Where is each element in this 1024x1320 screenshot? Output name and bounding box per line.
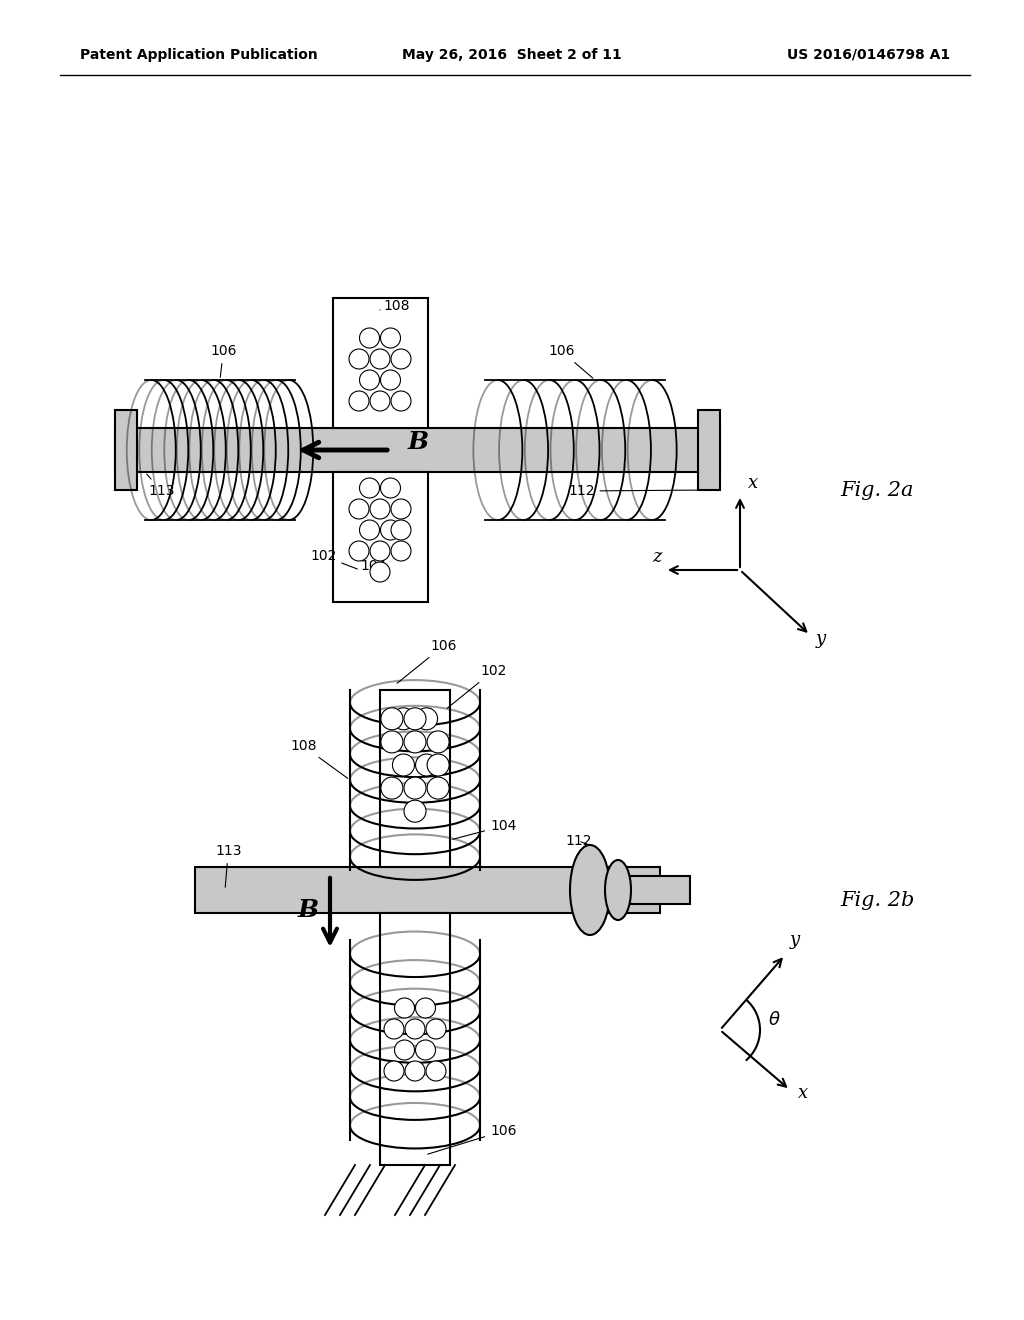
Text: Patent Application Publication: Patent Application Publication bbox=[80, 48, 317, 62]
Text: US 2016/0146798 A1: US 2016/0146798 A1 bbox=[786, 48, 950, 62]
Circle shape bbox=[394, 1040, 415, 1060]
Circle shape bbox=[370, 541, 390, 561]
Text: 113: 113 bbox=[146, 474, 174, 498]
Bar bbox=[698, 411, 720, 490]
Ellipse shape bbox=[570, 845, 610, 935]
Text: 106: 106 bbox=[210, 345, 237, 378]
Text: y: y bbox=[790, 931, 800, 949]
Text: 102: 102 bbox=[447, 664, 507, 709]
Circle shape bbox=[391, 391, 411, 411]
Ellipse shape bbox=[605, 861, 631, 920]
Bar bbox=[115, 411, 137, 490]
Circle shape bbox=[426, 1019, 446, 1039]
Circle shape bbox=[370, 391, 390, 411]
Text: 104: 104 bbox=[453, 818, 516, 840]
Circle shape bbox=[381, 777, 402, 799]
Circle shape bbox=[370, 562, 390, 582]
Bar bbox=[380, 690, 450, 867]
Text: 106: 106 bbox=[548, 345, 593, 379]
Circle shape bbox=[349, 499, 369, 519]
Circle shape bbox=[406, 1061, 425, 1081]
Circle shape bbox=[426, 1061, 446, 1081]
Circle shape bbox=[381, 708, 402, 730]
Text: $\theta$: $\theta$ bbox=[768, 1011, 780, 1030]
Bar bbox=[115, 428, 720, 473]
Circle shape bbox=[381, 520, 400, 540]
Circle shape bbox=[404, 777, 426, 799]
Text: y: y bbox=[816, 630, 826, 648]
Text: 106: 106 bbox=[428, 1125, 516, 1154]
Circle shape bbox=[370, 348, 390, 370]
Circle shape bbox=[381, 370, 400, 389]
Circle shape bbox=[416, 998, 435, 1018]
Text: 108: 108 bbox=[380, 300, 410, 313]
Circle shape bbox=[406, 1019, 425, 1039]
Bar bbox=[195, 867, 660, 913]
Text: 108: 108 bbox=[290, 739, 348, 779]
Circle shape bbox=[349, 541, 369, 561]
Circle shape bbox=[359, 327, 380, 348]
Bar bbox=[380, 913, 450, 1166]
Circle shape bbox=[427, 777, 450, 799]
Circle shape bbox=[391, 520, 411, 540]
Circle shape bbox=[381, 327, 400, 348]
Circle shape bbox=[416, 754, 437, 776]
Circle shape bbox=[394, 998, 415, 1018]
Text: 102: 102 bbox=[310, 549, 357, 569]
Circle shape bbox=[404, 708, 426, 730]
Text: 112: 112 bbox=[568, 484, 708, 498]
Text: x: x bbox=[798, 1084, 808, 1102]
Circle shape bbox=[391, 348, 411, 370]
Text: 112: 112 bbox=[565, 834, 592, 847]
Circle shape bbox=[391, 499, 411, 519]
Circle shape bbox=[391, 541, 411, 561]
Text: x: x bbox=[748, 474, 758, 492]
Circle shape bbox=[416, 1040, 435, 1060]
Circle shape bbox=[381, 731, 402, 752]
Bar bbox=[333, 473, 427, 602]
Text: 104: 104 bbox=[360, 558, 388, 578]
Circle shape bbox=[359, 370, 380, 389]
Text: 106: 106 bbox=[397, 639, 457, 684]
Circle shape bbox=[392, 754, 415, 776]
Text: Fig. 2a: Fig. 2a bbox=[840, 480, 913, 499]
Circle shape bbox=[359, 520, 380, 540]
Circle shape bbox=[404, 731, 426, 752]
Circle shape bbox=[392, 708, 415, 730]
Circle shape bbox=[384, 1061, 404, 1081]
Text: May 26, 2016  Sheet 2 of 11: May 26, 2016 Sheet 2 of 11 bbox=[402, 48, 622, 62]
Circle shape bbox=[427, 731, 450, 752]
Circle shape bbox=[370, 499, 390, 519]
Bar bbox=[630, 876, 690, 904]
Text: B: B bbox=[408, 430, 429, 454]
Circle shape bbox=[359, 478, 380, 498]
Circle shape bbox=[427, 754, 450, 776]
Text: z: z bbox=[652, 548, 662, 566]
Text: Fig. 2b: Fig. 2b bbox=[840, 891, 914, 909]
Circle shape bbox=[349, 391, 369, 411]
Circle shape bbox=[349, 348, 369, 370]
Circle shape bbox=[404, 800, 426, 822]
Bar bbox=[333, 298, 427, 428]
Text: B: B bbox=[297, 898, 318, 921]
Circle shape bbox=[381, 478, 400, 498]
Text: 113: 113 bbox=[215, 843, 242, 887]
Circle shape bbox=[416, 708, 437, 730]
Circle shape bbox=[384, 1019, 404, 1039]
